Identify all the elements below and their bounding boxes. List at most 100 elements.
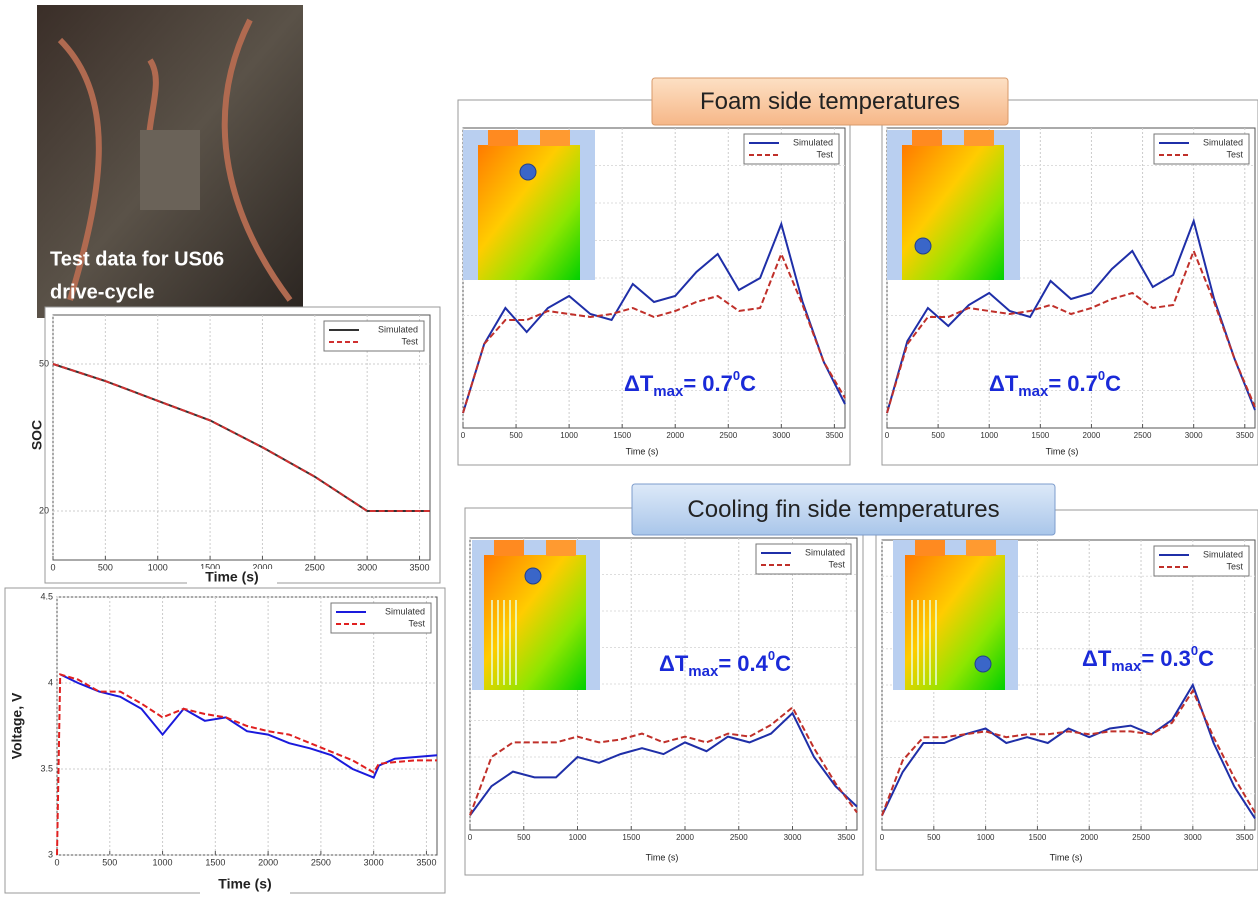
x-tick-label: 2500 xyxy=(311,857,331,867)
legend-label: Test xyxy=(828,559,845,569)
x-tick-label: 500 xyxy=(517,833,531,842)
annotation-symbol: ΔT xyxy=(1082,646,1112,671)
x-tick-label: 2500 xyxy=(730,833,748,842)
annotation-symbol: ΔT xyxy=(659,651,689,676)
inset xyxy=(463,130,595,280)
x-tick-label: 500 xyxy=(927,833,941,842)
section-label: Cooling fin side temperatures xyxy=(687,496,999,523)
legend-label: Test xyxy=(408,618,425,628)
legend-label: Simulated xyxy=(385,606,425,616)
x-tick-label: 3500 xyxy=(410,562,430,572)
x-axis-label: Time (s) xyxy=(218,876,271,892)
x-axis-label: Time (s) xyxy=(1046,446,1079,456)
x-axis-label: Time (s) xyxy=(646,852,679,862)
annotation-symbol: ΔT xyxy=(989,371,1019,396)
x-tick-label: 2000 xyxy=(676,833,694,842)
inset xyxy=(893,540,1018,690)
section-label: Foam side temperatures xyxy=(700,88,960,115)
photo-caption: Test data for US06 xyxy=(50,248,224,270)
x-tick-label: 500 xyxy=(102,857,117,867)
x-tick-label: 2000 xyxy=(1083,431,1101,440)
x-tick-label: 3000 xyxy=(357,562,377,572)
legend-label: Simulated xyxy=(1203,549,1243,559)
legend-label: Simulated xyxy=(805,547,845,557)
legend-label: Simulated xyxy=(378,324,418,334)
x-tick-label: 3000 xyxy=(784,833,802,842)
inset xyxy=(472,540,600,690)
annotation-sub: max xyxy=(653,383,684,400)
annotation-sub: max xyxy=(688,663,719,680)
y-tick-label: 20 xyxy=(39,505,49,515)
annotation-sup: 0 xyxy=(733,368,740,383)
y-axis-label: SOC xyxy=(29,420,45,450)
y-tick-label: 4 xyxy=(48,677,53,687)
x-tick-label: 3500 xyxy=(837,833,855,842)
inset xyxy=(887,130,1020,280)
annotation-unit: C xyxy=(1198,646,1214,671)
y-axis-label: Voltage, V xyxy=(9,692,25,759)
x-tick-label: 1000 xyxy=(977,833,995,842)
annotation-unit: C xyxy=(775,651,791,676)
x-tick-label: 1000 xyxy=(153,857,173,867)
x-tick-label: 3000 xyxy=(1185,431,1203,440)
x-tick-label: 2500 xyxy=(305,562,325,572)
x-tick-label: 1500 xyxy=(205,857,225,867)
x-tick-label: 500 xyxy=(98,562,113,572)
x-tick-label: 3500 xyxy=(1236,431,1254,440)
x-tick-label: 2500 xyxy=(1132,833,1150,842)
x-tick-label: 3500 xyxy=(416,857,436,867)
x-axis-label: Time (s) xyxy=(205,569,258,585)
annotation-sub: max xyxy=(1111,658,1142,675)
x-tick-label: 1500 xyxy=(622,833,640,842)
x-tick-label: 2000 xyxy=(1080,833,1098,842)
x-tick-label: 500 xyxy=(509,431,523,440)
annotation-value: = 0.7 xyxy=(683,371,733,396)
y-tick-label: 4.5 xyxy=(40,591,53,601)
x-tick-label: 3500 xyxy=(1236,833,1254,842)
annotation-unit: C xyxy=(740,371,756,396)
x-axis-label: Time (s) xyxy=(626,446,659,456)
x-axis-label: Time (s) xyxy=(1050,852,1083,862)
y-tick-label: 50 xyxy=(39,358,49,368)
y-tick-label: 3 xyxy=(48,849,53,859)
x-tick-label: 1000 xyxy=(560,431,578,440)
x-tick-label: 1000 xyxy=(569,833,587,842)
x-tick-label: 0 xyxy=(885,431,890,440)
x-tick-label: 3000 xyxy=(772,431,790,440)
annotation-sup: 0 xyxy=(1191,643,1198,658)
x-tick-label: 500 xyxy=(931,431,945,440)
x-tick-label: 2000 xyxy=(666,431,684,440)
annotation-sup: 0 xyxy=(1098,368,1105,383)
x-tick-label: 3000 xyxy=(364,857,384,867)
legend-label: Test xyxy=(401,336,418,346)
annotation-value: = 0.7 xyxy=(1048,371,1098,396)
annotation-value: = 0.4 xyxy=(718,651,768,676)
annotation-sub: max xyxy=(1018,383,1049,400)
photo-detail xyxy=(140,130,200,210)
y-tick-label: 3.5 xyxy=(40,763,53,773)
legend-label: Test xyxy=(816,149,833,159)
x-tick-label: 1000 xyxy=(148,562,168,572)
annotation-unit: C xyxy=(1105,371,1121,396)
x-tick-label: 0 xyxy=(468,833,473,842)
annotation-symbol: ΔT xyxy=(624,371,654,396)
legend-label: Test xyxy=(1226,149,1243,159)
x-tick-label: 3500 xyxy=(825,431,843,440)
x-tick-label: 0 xyxy=(461,431,466,440)
legend-label: Simulated xyxy=(793,137,833,147)
annotation-value: = 0.3 xyxy=(1141,646,1191,671)
x-tick-label: 1500 xyxy=(613,431,631,440)
x-tick-label: 2500 xyxy=(719,431,737,440)
legend-label: Simulated xyxy=(1203,137,1243,147)
x-tick-label: 2000 xyxy=(258,857,278,867)
x-tick-label: 1500 xyxy=(1031,431,1049,440)
x-tick-label: 1000 xyxy=(980,431,998,440)
x-tick-label: 0 xyxy=(880,833,885,842)
page: Test data for US06 drive-cycle 050010001… xyxy=(0,0,1258,898)
x-tick-label: 0 xyxy=(50,562,55,572)
legend-label: Test xyxy=(1226,561,1243,571)
x-tick-label: 2500 xyxy=(1134,431,1152,440)
slide: Test data for US06 drive-cycle 050010001… xyxy=(0,0,1258,898)
